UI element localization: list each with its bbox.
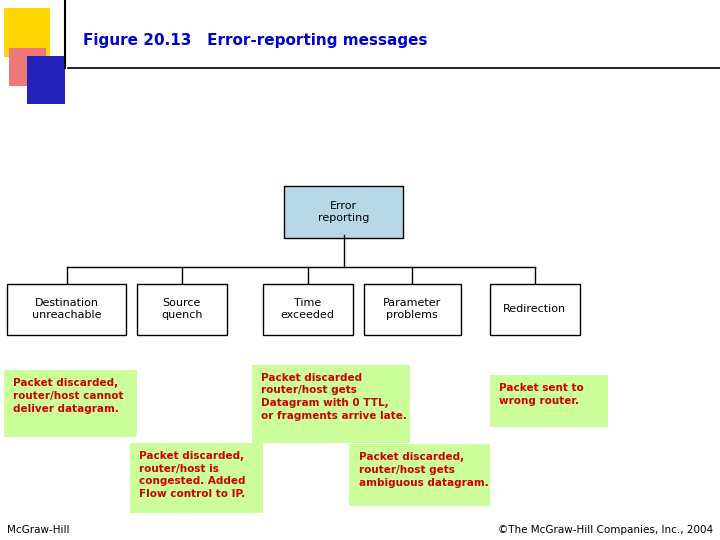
- Text: Packet discarded,
router/host is
congested. Added
Flow control to IP.: Packet discarded, router/host is congest…: [139, 451, 246, 500]
- Text: Time
exceeded: Time exceeded: [281, 298, 335, 320]
- Text: Parameter
problems: Parameter problems: [383, 298, 441, 320]
- FancyBboxPatch shape: [252, 364, 410, 443]
- Text: Destination
unreachable: Destination unreachable: [32, 298, 102, 320]
- Bar: [9, 48, 46, 86]
- Bar: [27, 56, 65, 104]
- FancyBboxPatch shape: [490, 375, 608, 427]
- Text: McGraw-Hill: McGraw-Hill: [7, 524, 70, 535]
- FancyBboxPatch shape: [137, 284, 227, 335]
- Text: Redirection: Redirection: [503, 304, 566, 314]
- FancyBboxPatch shape: [349, 444, 490, 506]
- FancyBboxPatch shape: [130, 443, 263, 513]
- FancyBboxPatch shape: [7, 284, 126, 335]
- Bar: [4, 8, 50, 57]
- FancyBboxPatch shape: [4, 370, 137, 437]
- Text: Packet discarded,
router/host gets
ambiguous datagram.: Packet discarded, router/host gets ambig…: [359, 452, 488, 488]
- FancyBboxPatch shape: [263, 284, 353, 335]
- Text: ©The McGraw-Hill Companies, Inc., 2004: ©The McGraw-Hill Companies, Inc., 2004: [498, 524, 713, 535]
- Text: Figure 20.13   Error-reporting messages: Figure 20.13 Error-reporting messages: [83, 33, 427, 48]
- Text: Packet discarded
router/host gets
Datagram with 0 TTL,
or fragments arrive late.: Packet discarded router/host gets Datagr…: [261, 373, 408, 421]
- FancyBboxPatch shape: [284, 186, 403, 238]
- Text: Source
quench: Source quench: [161, 298, 202, 320]
- Text: Packet sent to
wrong router.: Packet sent to wrong router.: [499, 383, 584, 406]
- FancyBboxPatch shape: [364, 284, 461, 335]
- Text: Error
reporting: Error reporting: [318, 201, 369, 223]
- FancyBboxPatch shape: [490, 284, 580, 335]
- Text: Packet discarded,
router/host cannot
deliver datagram.: Packet discarded, router/host cannot del…: [13, 378, 123, 414]
